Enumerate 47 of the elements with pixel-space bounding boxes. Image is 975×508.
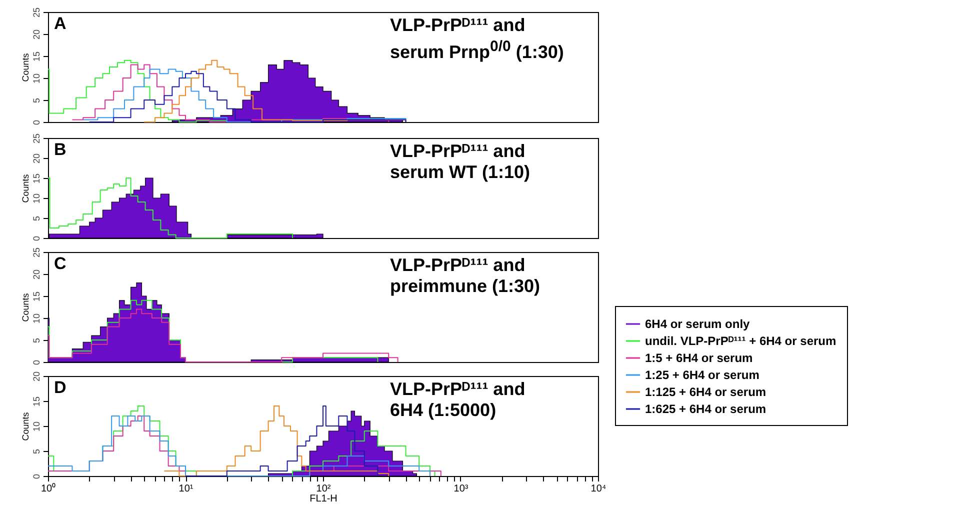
x-tick-label: 10² (316, 484, 332, 494)
y-tick-label: 0 (32, 120, 42, 126)
chart-title: C (54, 254, 66, 274)
text: VLP-PrPᴰ¹¹¹ and serum Prnp$^{0/0}$ (1:30) (390, 15, 564, 63)
y-tick-label: 20 (32, 153, 42, 164)
y-tick-label: 10 (32, 193, 42, 204)
y-tick-label: 0 (32, 236, 42, 242)
x-tick-label: 10⁴ (590, 484, 606, 494)
y-tick-label: 20 (32, 371, 42, 382)
y-tick-label: 15 (32, 396, 42, 407)
y-tick-label: 20 (32, 29, 42, 40)
x-axis-title: FL1-H (310, 494, 338, 504)
legend-label: undil. VLP-PrPᴰ¹¹¹ + 6H4 or serum (645, 334, 836, 348)
x-tick-label: 10³ (454, 484, 469, 494)
y-tick-label: 20 (32, 269, 42, 280)
y-axis-title: Counts (20, 174, 30, 203)
y-tick-label: 10 (32, 421, 42, 432)
y-tick-label: 10 (32, 73, 42, 84)
y-tick-label: 5 (32, 98, 42, 104)
x-tick-label: 10¹ (178, 484, 194, 494)
y-tick-label: 15 (32, 173, 42, 184)
y-tick-label: 0 (32, 474, 42, 480)
legend-label: 1:5 + 6H4 or serum (645, 351, 753, 365)
y-tick-label: 5 (32, 338, 42, 344)
legend-label: 1:125 + 6H4 or serum (645, 385, 766, 399)
y-tick-label: 0 (32, 360, 42, 366)
y-tick-label: 5 (32, 216, 42, 222)
text: VLP-PrPᴰ¹¹¹ and preimmune (1:30) (390, 255, 540, 297)
y-tick-label: 25 (32, 133, 42, 144)
chart-title: D (54, 378, 66, 398)
y-axis-title: Counts (20, 52, 30, 82)
legend-label: 1:25 + 6H4 or serum (645, 368, 760, 382)
y-tick-label: 5 (32, 448, 42, 454)
text: VLP-PrPᴰ¹¹¹ and serum WT (1:10) (390, 141, 530, 183)
y-tick-label: 25 (32, 247, 42, 258)
y-tick-label: 15 (32, 291, 42, 302)
y-axis-title: Counts (20, 292, 30, 322)
text: VLP-PrPᴰ¹¹¹ and 6H4 (1:5000) (390, 379, 526, 421)
legend-label: 6H4 or serum only (645, 317, 750, 331)
legend-label: 1:625 + 6H4 or serum (645, 402, 766, 416)
x-tick-label: 10⁰ (40, 482, 56, 494)
chart-title: B (54, 140, 66, 160)
y-axis-title: Counts (20, 412, 30, 441)
y-tick-label: 10 (32, 313, 42, 324)
y-tick-label: 25 (32, 7, 42, 18)
y-tick-label: 15 (32, 51, 42, 62)
chart-title: A (54, 14, 66, 34)
